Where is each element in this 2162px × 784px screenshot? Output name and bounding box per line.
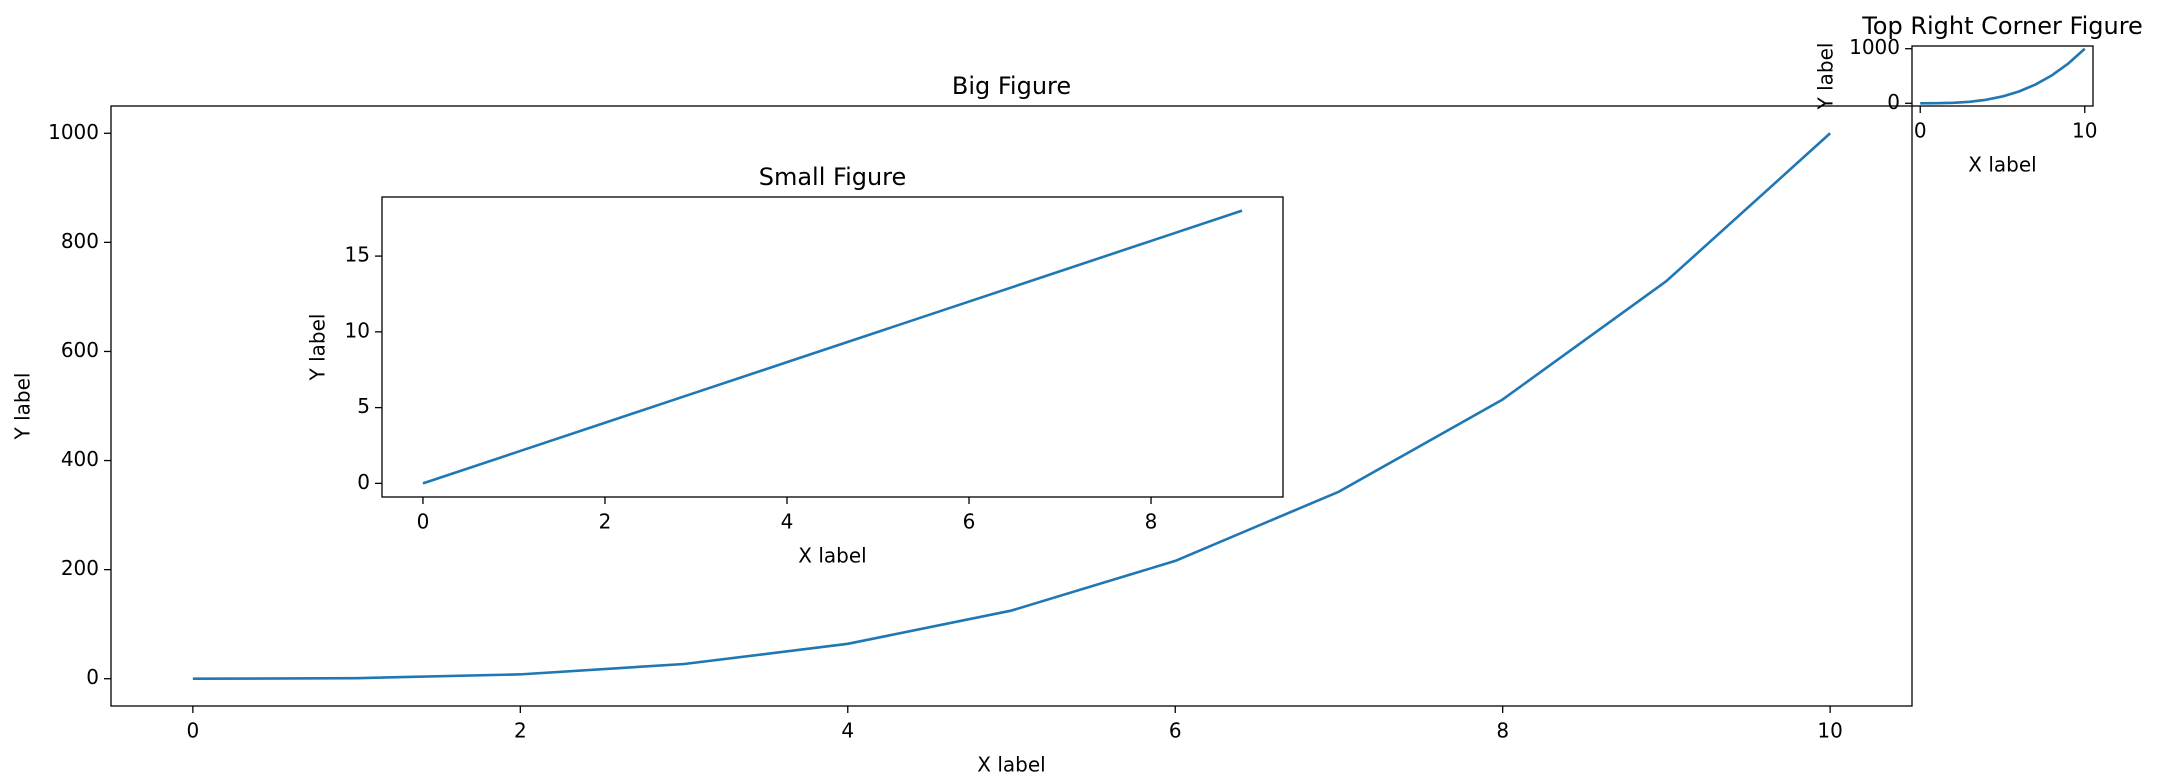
small-y-tick-label: 15 [345, 243, 370, 267]
big-chart-title: Big Figure [952, 72, 1071, 100]
corner-x-tick-label: 10 [2072, 119, 2097, 143]
small-x-axis-label: X label [798, 544, 866, 568]
big-y-tick-label: 200 [61, 556, 99, 580]
small-series-line [422, 209, 1243, 485]
corner-x-tick-label: 0 [1914, 119, 1927, 143]
big-x-tick-label: 4 [841, 719, 854, 743]
small-x-tick-label: 0 [417, 510, 430, 534]
big-axes-frame [110, 105, 1913, 707]
big-y-tick-label: 800 [61, 229, 99, 253]
corner-series-line [1920, 47, 2086, 105]
corner-chart-title: Top Right Corner Figure [1861, 12, 2143, 40]
big-x-tick-label: 0 [186, 719, 199, 743]
small-chart: 0 2 4 6 8 0 5 10 15 Small Figure X label Y label [306, 163, 1284, 568]
small-y-tick-label: 10 [345, 318, 370, 342]
corner-y-tick-label: 0 [1887, 90, 1900, 114]
big-y-axis-label: Y label [11, 373, 35, 441]
big-x-tick-label: 8 [1496, 719, 1509, 743]
small-x-tick-label: 8 [1145, 510, 1158, 534]
corner-x-axis-label: X label [1968, 153, 2036, 177]
small-x-tick-label: 4 [781, 510, 794, 534]
big-series-line [192, 132, 1832, 681]
small-y-tick-label: 5 [357, 394, 370, 418]
corner-axes-frame [1911, 45, 2094, 107]
big-x-axis-label: X label [977, 753, 1045, 777]
big-y-tick-label: 600 [61, 338, 99, 362]
big-x-tick-label: 6 [1169, 719, 1182, 743]
small-x-tick-label: 6 [963, 510, 976, 534]
big-x-tick-label: 10 [1817, 719, 1842, 743]
big-x-tick-label: 2 [514, 719, 527, 743]
small-y-tick-label: 0 [357, 470, 370, 494]
corner-y-tick-label: 1000 [1849, 35, 1900, 59]
small-chart-title: Small Figure [759, 163, 907, 191]
big-y-tick-label: 0 [86, 665, 99, 689]
big-y-tick-label: 1000 [48, 120, 99, 144]
corner-y-axis-label: Y label [1814, 43, 1838, 111]
big-y-tick-label: 400 [61, 447, 99, 471]
small-y-axis-label: Y label [306, 314, 330, 382]
small-axes-frame [381, 196, 1284, 498]
small-x-tick-label: 2 [599, 510, 612, 534]
